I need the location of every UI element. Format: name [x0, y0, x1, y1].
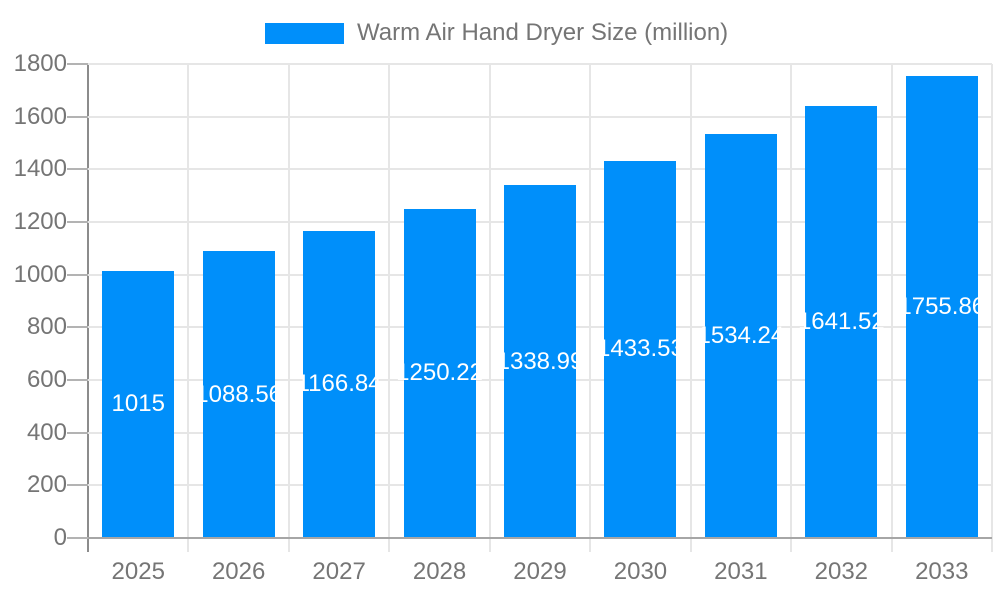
bar-value-label: 1088.56	[195, 380, 283, 408]
y-gridline	[88, 63, 992, 65]
bar-value-label: 1433.53	[597, 335, 684, 363]
y-axis-label: 1200	[13, 208, 67, 235]
bar-value-label: 1166.84	[296, 370, 382, 398]
x-gridline	[890, 64, 893, 552]
y-axis-label: 1400	[13, 155, 67, 183]
y-gridline	[88, 115, 992, 118]
x-gridline	[187, 64, 190, 552]
y-tick	[67, 484, 88, 487]
x-axis-label: 2029	[513, 558, 567, 585]
bar[interactable]	[704, 133, 777, 538]
y-tick	[67, 115, 88, 118]
bar[interactable]	[202, 251, 275, 538]
bar-value-label: 1641.52	[797, 307, 885, 335]
legend-swatch-icon	[265, 23, 344, 44]
y-axis-label: 1600	[13, 102, 67, 130]
y-axis-label: 1000	[13, 260, 67, 288]
y-axis-label: 400	[26, 418, 67, 446]
y-tick	[67, 273, 88, 276]
y-axis-label: 600	[26, 366, 67, 393]
y-axis-line	[87, 64, 89, 552]
bar[interactable]	[403, 208, 476, 538]
x-axis-label: 2027	[312, 558, 366, 585]
x-axis-line	[88, 537, 992, 539]
y-axis-label: 1800	[13, 50, 67, 77]
x-gridline	[790, 64, 793, 552]
x-axis-label: 2030	[613, 558, 668, 585]
x-gridline	[991, 64, 993, 552]
bar-value-label: 1755.86	[898, 292, 986, 320]
y-tick	[67, 221, 88, 223]
bar-value-label: 1338.99	[496, 347, 584, 375]
y-tick	[67, 537, 88, 539]
y-tick	[67, 326, 88, 329]
bar-value-label: 1015	[111, 390, 165, 418]
bar-value-label: 1250.22	[396, 359, 483, 387]
y-axis-label: 200	[26, 471, 67, 499]
bar[interactable]	[504, 185, 576, 538]
legend[interactable]: Warm Air Hand Dryer Size (million)	[0, 0, 1000, 56]
y-tick	[67, 431, 88, 434]
bar[interactable]	[303, 230, 376, 538]
x-gridline	[488, 64, 491, 552]
y-axis-label: 0	[53, 524, 67, 551]
x-axis-label: 2028	[412, 558, 467, 585]
x-axis-label: 2032	[814, 558, 869, 585]
legend-label: Warm Air Hand Dryer Size (million)	[357, 19, 729, 46]
x-gridline	[388, 64, 391, 552]
bar[interactable]	[102, 270, 175, 538]
x-gridline	[589, 64, 592, 552]
x-axis-label: 2025	[111, 558, 165, 585]
x-axis-label: 2033	[915, 558, 969, 585]
x-gridline	[689, 64, 692, 552]
bar[interactable]	[805, 105, 878, 538]
y-tick	[67, 168, 88, 171]
x-axis-label: 2026	[211, 558, 266, 585]
x-gridline	[287, 64, 290, 552]
bar[interactable]	[905, 75, 978, 538]
x-axis-label: 2031	[714, 558, 768, 585]
bar[interactable]	[604, 160, 677, 538]
y-axis-label: 800	[26, 313, 67, 341]
bar-value-label: 1534.24	[697, 321, 785, 349]
y-tick	[67, 379, 88, 381]
y-tick	[67, 63, 88, 65]
y-gridline	[88, 168, 992, 171]
